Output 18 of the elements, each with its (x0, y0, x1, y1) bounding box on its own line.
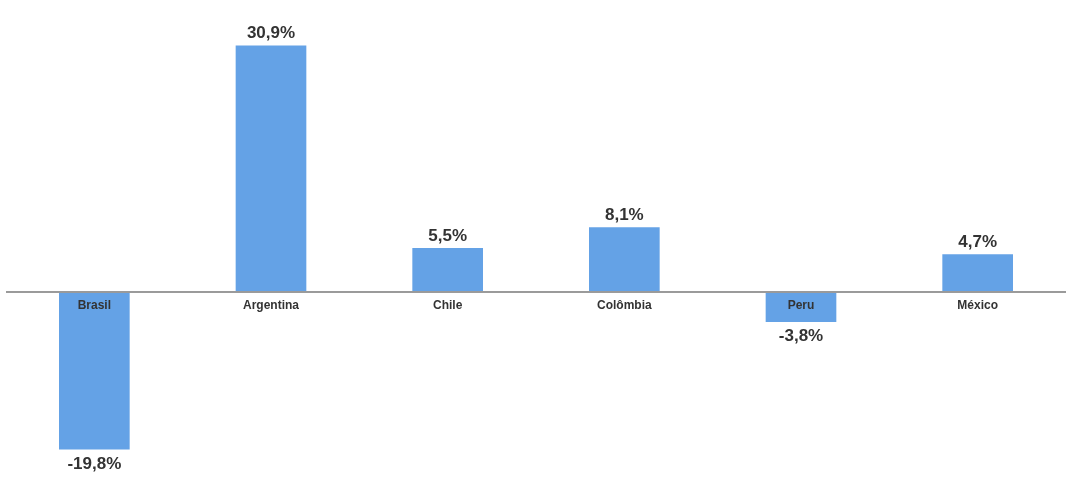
data-label: 4,7% (958, 232, 998, 252)
x-tick-label: México (957, 297, 999, 312)
bar (765, 291, 837, 323)
x-tick-label: Colômbia (597, 297, 652, 312)
bar (235, 45, 307, 292)
bar (412, 247, 483, 292)
bar (589, 227, 660, 292)
data-label: 30,9% (246, 23, 296, 43)
x-tick-label: Brasil (77, 297, 112, 312)
x-tick-label: Chile (432, 297, 463, 312)
x-tick-label: Peru (787, 297, 815, 312)
bar (59, 291, 130, 450)
data-label: -3,8% (778, 326, 824, 346)
bar (942, 254, 1013, 292)
data-label: -19,8% (67, 453, 122, 473)
x-tick-label: Argentina (242, 297, 300, 312)
data-label: 5,5% (428, 225, 468, 245)
data-label: 8,1% (604, 205, 644, 225)
